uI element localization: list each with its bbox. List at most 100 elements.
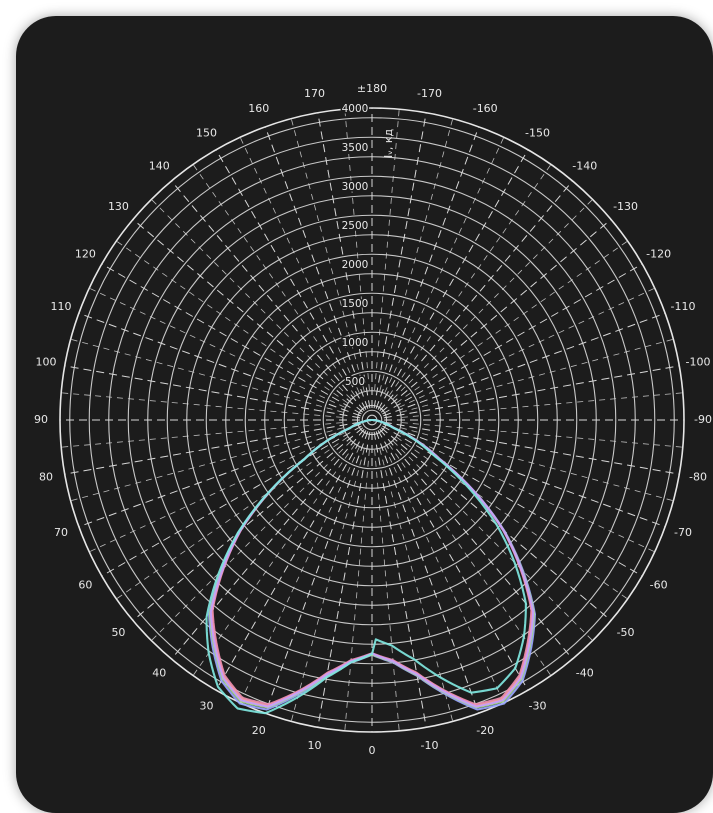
grid-spoke <box>379 428 573 660</box>
angle-tick-label: 100 <box>36 356 57 369</box>
grid-spoke <box>373 112 427 409</box>
grid-spoke <box>400 427 674 502</box>
radial-labels: 500 1000 1500 2000 2500 3000 3500 4000 <box>340 102 370 390</box>
grid-spoke <box>290 448 365 722</box>
radial-tick-label: 2000 <box>342 259 369 271</box>
grid-spoke <box>151 440 352 641</box>
angle-tick-label: 70 <box>54 526 68 539</box>
grid-spoke <box>375 431 480 714</box>
grid-spoke <box>379 118 454 392</box>
grid-spoke <box>215 430 367 691</box>
angle-tick-label: 10 <box>308 739 322 752</box>
grid-spoke <box>290 118 365 392</box>
grid-ring <box>205 253 539 587</box>
grid-spoke <box>132 427 364 621</box>
radial-tick-label: 4000 <box>342 103 369 115</box>
grid-spoke <box>64 421 361 475</box>
grid-spoke <box>383 312 666 417</box>
grid-spoke <box>239 137 360 393</box>
grid-spoke <box>383 365 680 419</box>
angle-tick-label: -10 <box>420 739 438 752</box>
angle-tick-label: -70 <box>674 526 692 539</box>
series-6-curve <box>205 418 527 715</box>
grid-spoke <box>380 219 612 413</box>
angle-tick-label: -20 <box>476 724 494 737</box>
grid-ring <box>244 292 500 548</box>
grid-spoke <box>151 199 352 400</box>
angle-tick-label: 120 <box>75 248 96 261</box>
grid-spoke <box>379 448 454 722</box>
angle-tick-label: 110 <box>50 300 71 313</box>
grid-spoke <box>374 449 400 731</box>
angle-tick-label: 50 <box>111 626 125 639</box>
grid-spoke <box>116 436 348 600</box>
grid-spoke <box>89 432 345 553</box>
grid-ring <box>166 214 578 626</box>
grid-spoke <box>375 126 480 409</box>
radial-tick-label: 1000 <box>342 337 369 349</box>
grid-spoke <box>264 431 369 714</box>
grid-spoke <box>379 180 573 412</box>
grid-spoke <box>78 423 361 528</box>
grid-spoke <box>116 240 348 404</box>
grid-spoke <box>61 422 343 448</box>
grid-spoke <box>384 447 505 703</box>
grid-spoke <box>192 164 356 396</box>
angle-labels: ±180170160150140130120110100908070605040… <box>34 82 712 757</box>
angle-tick-label: 130 <box>108 200 129 213</box>
angle-tick-label: -170 <box>417 87 442 100</box>
grid-ring <box>283 331 461 509</box>
grid-ring <box>361 409 383 431</box>
grid-spoke <box>70 427 344 502</box>
grid-ring <box>88 136 656 704</box>
angle-tick-label: -100 <box>685 356 710 369</box>
angle-tick-label: -90 <box>694 413 712 426</box>
angle-tick-label: 150 <box>196 126 217 139</box>
angle-tick-label: 170 <box>304 87 325 100</box>
chart-frame: ±180 170 160 150 140 130 120 110 100 90 80 70 60 50 40… <box>16 16 713 813</box>
grid-spoke <box>89 287 345 408</box>
grid-spoke <box>399 432 655 553</box>
grid-spoke <box>396 436 628 600</box>
angle-tick-label: -40 <box>576 667 594 680</box>
grid-spoke <box>401 422 683 448</box>
intensity-curves <box>205 418 536 715</box>
angle-tick-label: -30 <box>529 700 547 713</box>
grid-spoke <box>383 421 680 475</box>
grid-spoke <box>171 180 365 412</box>
grid-spoke <box>384 137 505 393</box>
grid-spoke <box>399 287 655 408</box>
grid-spoke <box>64 365 361 419</box>
polar-chart: ±180170160150140130120110100908070605040… <box>34 82 712 757</box>
angle-tick-label: 0 <box>369 744 376 757</box>
angle-tick-label: 90 <box>34 413 48 426</box>
radial-tick-label: 1500 <box>342 298 369 310</box>
grid-ring <box>127 175 617 665</box>
grid-spoke <box>382 425 643 577</box>
radial-tick-label: 3500 <box>342 142 369 154</box>
angle-tick-label: 30 <box>200 700 214 713</box>
angle-tick-label: 20 <box>252 724 266 737</box>
grid-spoke <box>374 109 400 391</box>
radial-unit-label: Iᵥ, кд <box>382 129 395 158</box>
angle-tick-label: -60 <box>650 579 668 592</box>
grid-spoke <box>392 440 593 641</box>
grid-spoke <box>392 199 593 400</box>
grid-spoke <box>388 164 552 396</box>
angle-tick-label: 40 <box>152 667 166 680</box>
grid-spoke <box>70 338 344 413</box>
angle-tick-label: -120 <box>646 248 671 261</box>
grid-spoke <box>101 425 362 577</box>
grid-spoke <box>317 112 371 409</box>
grid-spoke <box>192 444 356 676</box>
angle-tick-label: 140 <box>149 159 170 172</box>
grid-spoke <box>132 219 364 413</box>
grid-spokes <box>60 108 684 732</box>
grid-spoke <box>401 392 683 418</box>
grid-spoke <box>383 423 666 528</box>
grid-spoke <box>61 392 343 418</box>
angle-tick-label: -110 <box>671 300 696 313</box>
angle-tick-label: -140 <box>572 159 597 172</box>
angle-tick-label: -150 <box>525 126 550 139</box>
angle-tick-label: 80 <box>39 470 53 483</box>
